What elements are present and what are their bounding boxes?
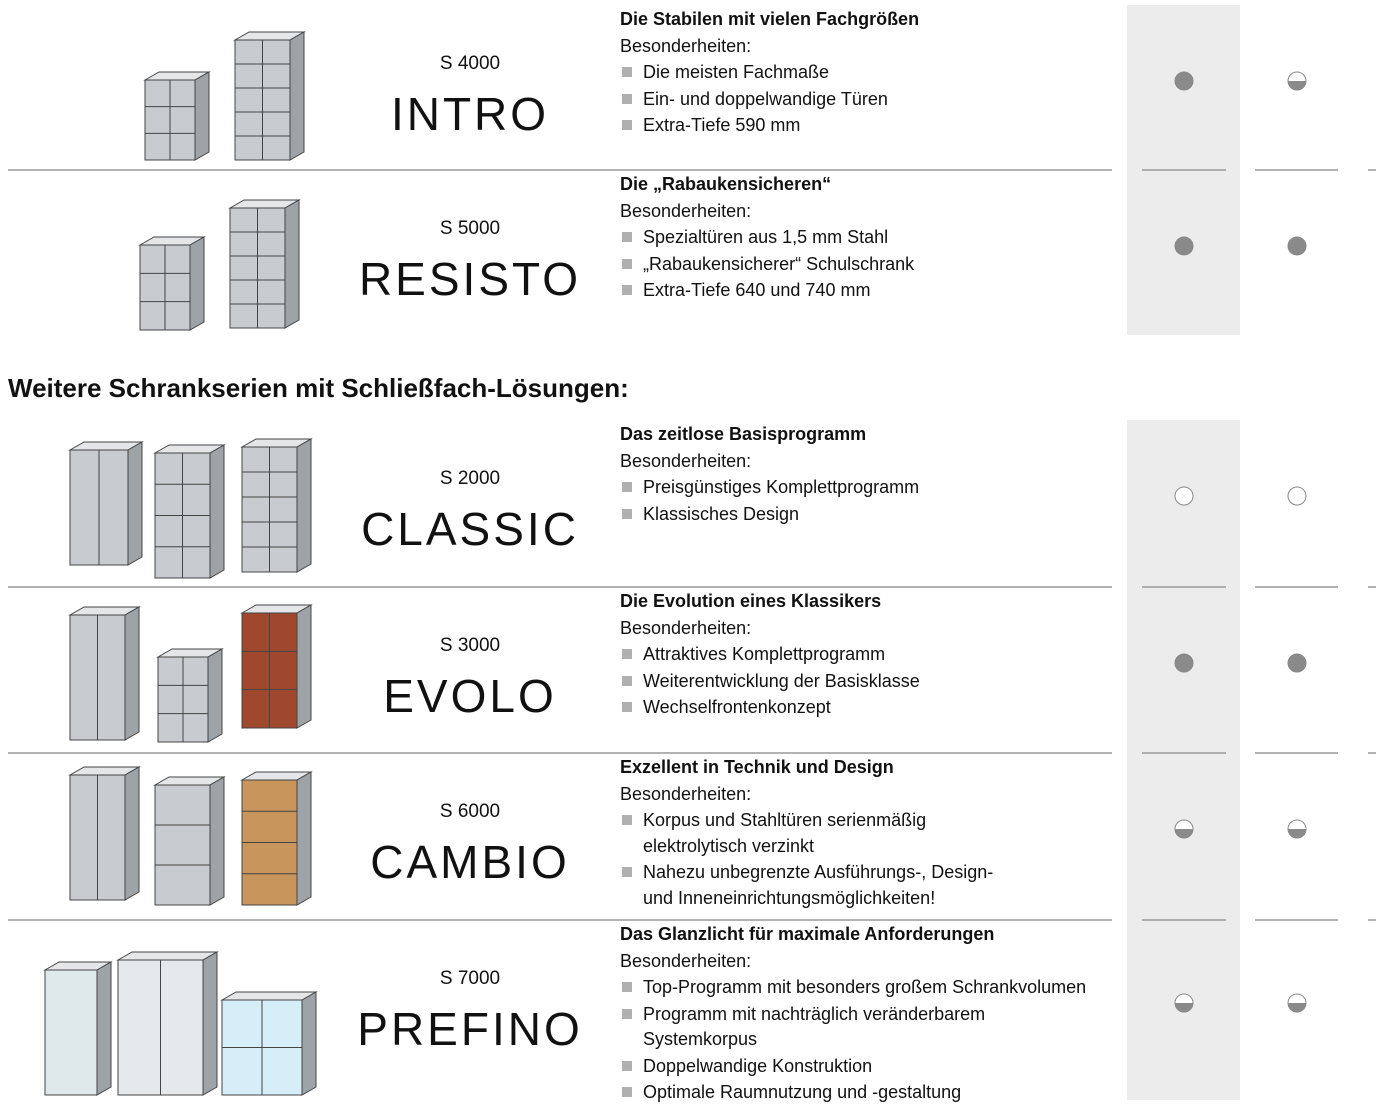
rating-icon: [1287, 653, 1307, 673]
model-code: S 3000: [439, 635, 501, 656]
cabinet-side: [124, 766, 140, 901]
bullet-text: Attraktives Komplettprogramm: [643, 644, 886, 664]
cabinet-front: [154, 784, 211, 906]
bullet-text: Preisgünstiges Komplettprogramm: [643, 477, 920, 497]
rating-icon: [1287, 236, 1307, 256]
row-subtitle: Besonderheiten:: [620, 618, 752, 638]
bullet-text: Optimale Raumnutzung und -gestaltung: [643, 1082, 962, 1102]
bullet-marker: [622, 232, 632, 242]
bullet-text: Wechselfrontenkonzept: [643, 697, 831, 717]
bullet-text: Die meisten Fachmaße: [643, 62, 830, 82]
bullet-marker: [622, 702, 632, 712]
row-title: Die „Rabaukensicheren“: [620, 174, 832, 194]
bullet-marker: [622, 258, 632, 269]
bullet-marker: [622, 93, 632, 104]
row-title: Exzellent in Technik und Design: [620, 757, 894, 777]
cabinet-side: [296, 771, 312, 906]
bullet-marker: [622, 508, 632, 519]
model-name: PREFINO: [357, 1003, 583, 1055]
bullet-text: Ein- und doppelwandige Türen: [643, 88, 888, 109]
bullet-text: Klassisches Design: [643, 503, 800, 524]
row-title: Das Glanzlicht für maximale Anforderunge…: [620, 924, 995, 944]
bullet-text: Top-Programm mit besonders großem Schran…: [643, 977, 1087, 997]
model-code: S 2000: [439, 468, 501, 489]
model-name: EVOLO: [383, 670, 557, 722]
bullet-text: Doppelwandige Konstruktion: [643, 1055, 873, 1076]
cabinet-side: [209, 776, 225, 906]
bullet-marker: [622, 482, 632, 492]
cabinet-side: [284, 199, 300, 329]
row-title: Die Evolution eines Klassikers: [620, 591, 882, 611]
rating-icon: [1174, 236, 1194, 256]
row-subtitle: Besonderheiten:: [620, 36, 752, 56]
bullet-text: Extra-Tiefe 590 mm: [643, 115, 801, 135]
rating-icon: [1174, 486, 1194, 506]
rating-icon: [1174, 71, 1194, 91]
bullet-marker: [622, 285, 632, 295]
bullet-text: Weiterentwicklung der Basisklasse: [643, 670, 920, 691]
bullet-text: Systemkorpus: [643, 1029, 758, 1049]
cabinet-side: [209, 444, 225, 579]
cabinet-side: [127, 441, 143, 566]
bullet-text: Korpus und Stahltüren serienmäßig: [643, 810, 927, 830]
bullet-text: Programm mit nachträglich veränderbarem: [643, 1003, 986, 1024]
cabinet-side: [194, 71, 210, 161]
row-title: Die Stabilen mit vielen Fachgrößen: [620, 9, 920, 29]
row-subtitle: Besonderheiten:: [620, 951, 752, 971]
cabinet-side: [296, 604, 312, 729]
cabinet-side: [296, 438, 312, 573]
model-code: S 4000: [439, 53, 501, 74]
cabinet-side: [202, 951, 218, 1096]
cabinet-side: [124, 606, 140, 741]
cabinet-top: [116, 951, 219, 961]
cabinet-side: [301, 991, 317, 1096]
bullet-marker: [622, 815, 632, 825]
bullet-text: elektrolytisch verzinkt: [643, 835, 815, 856]
bullet-marker: [622, 675, 632, 686]
cabinet-side: [207, 648, 223, 743]
cabinet-front: [44, 969, 98, 1096]
rating-icon: [1174, 653, 1194, 673]
model-name: CLASSIC: [361, 503, 579, 555]
model-code: S 7000: [439, 968, 501, 989]
bullet-text: Extra-Tiefe 640 und 740 mm: [643, 280, 871, 300]
rating-icon: [1288, 81, 1306, 90]
bullet-marker: [622, 1008, 632, 1019]
model-name: RESISTO: [358, 253, 582, 305]
bullet-marker: [622, 1060, 632, 1071]
bullet-marker: [622, 120, 632, 130]
bullet-marker: [622, 1087, 632, 1097]
cabinet-top: [220, 991, 318, 1001]
rating-icon: [1288, 829, 1306, 838]
rating-icon: [1288, 1003, 1306, 1012]
rating-icon: [1287, 486, 1307, 506]
bullet-marker: [622, 982, 632, 992]
model-code: S 6000: [439, 801, 501, 822]
cabinet-side: [289, 31, 305, 161]
cabinet-side: [189, 236, 205, 331]
model-name: INTRO: [390, 88, 550, 140]
model-name: CAMBIO: [370, 836, 570, 888]
model-code: S 5000: [439, 218, 501, 239]
section-heading: Weitere Schrankserien mit Schließfach-Lö…: [8, 373, 629, 403]
column-bg: [1127, 420, 1240, 1100]
row-subtitle: Besonderheiten:: [620, 201, 752, 221]
rating-icon: [1175, 829, 1193, 838]
bullet-text: und Inneneinrichtungsmöglichkeiten!: [643, 887, 936, 908]
bullet-text: Nahezu unbegrenzte Ausführungs-, Design-: [643, 862, 994, 882]
row-title: Das zeitlose Basisprogramm: [620, 424, 867, 444]
bullet-text: Spezialtüren aus 1,5 mm Stahl: [643, 227, 889, 247]
bullet-marker: [622, 67, 632, 77]
row-subtitle: Besonderheiten:: [620, 451, 752, 471]
bullet-text: „Rabaukensicherer“ Schulschrank: [643, 253, 915, 274]
row-subtitle: Besonderheiten:: [620, 784, 752, 804]
bullet-marker: [622, 649, 632, 659]
cabinet-side: [96, 961, 112, 1096]
bullet-marker: [622, 867, 632, 877]
rating-icon: [1175, 1003, 1193, 1012]
